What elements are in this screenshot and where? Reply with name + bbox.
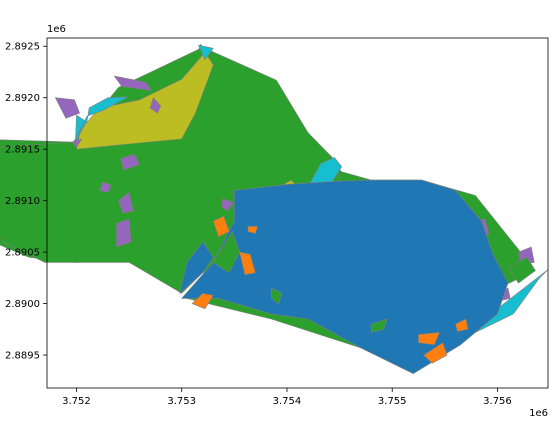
parcel-purple-14 [99, 181, 112, 193]
parcel-purple-9 [113, 75, 152, 91]
parcel-purple-15 [116, 218, 132, 248]
parcel-cyan-5 [73, 96, 129, 143]
parcel-green-29 [507, 256, 536, 284]
parcel-purple-10 [71, 138, 83, 148]
parcel-orange-36 [423, 342, 448, 364]
parcel-orange-33 [239, 251, 256, 276]
parcel-cyan-6 [198, 44, 214, 61]
y-axis: 2.8895 2.8900 2.8905 2.8910 2.8915 2.8920 2.89… [5, 42, 47, 362]
parcel-green-30 [370, 318, 388, 333]
x-tick-label-4: 3.756 [483, 396, 512, 407]
x-tick-label-1: 3.753 [167, 396, 196, 407]
parcel-orange-35 [418, 332, 441, 346]
parcel-green-28 [270, 287, 283, 305]
parcel-purple-16 [118, 191, 134, 214]
x-axis-offset-label: 1e6 [529, 408, 548, 419]
y-axis-offset-label: 1e6 [47, 24, 66, 35]
parcel-purple-13 [120, 153, 141, 171]
parcel-purple-19 [221, 198, 234, 212]
y-tick-label-1: 2.8900 [5, 299, 40, 310]
parcel-orange-31 [191, 292, 214, 310]
y-tick-label-0: 2.8895 [5, 351, 40, 362]
parcel-purple-12 [149, 97, 162, 114]
parcel-purple-11 [54, 97, 80, 119]
x-axis: 3.752 3.753 3.754 3.755 3.756 [62, 388, 512, 407]
y-tick-label-6: 2.8925 [5, 42, 40, 53]
x-tick-label-0: 3.752 [62, 396, 91, 407]
x-tick-label-3: 3.755 [378, 396, 407, 407]
y-tick-label-5: 2.8920 [5, 93, 40, 104]
parcel-orange-37 [455, 318, 469, 332]
y-tick-label-3: 2.8910 [5, 196, 40, 207]
parcel-orange-34 [247, 226, 258, 234]
x-tick-label-2: 3.754 [273, 396, 302, 407]
axes-frame [46, 37, 549, 389]
parcel-blue-25 [181, 179, 509, 374]
y-tick-label-4: 2.8915 [5, 145, 40, 156]
parcel-orange-32 [212, 215, 230, 238]
parcel-blue-26 [179, 241, 214, 295]
y-tick-label-2: 2.8905 [5, 248, 40, 259]
parcel-layer [0, 43, 549, 375]
